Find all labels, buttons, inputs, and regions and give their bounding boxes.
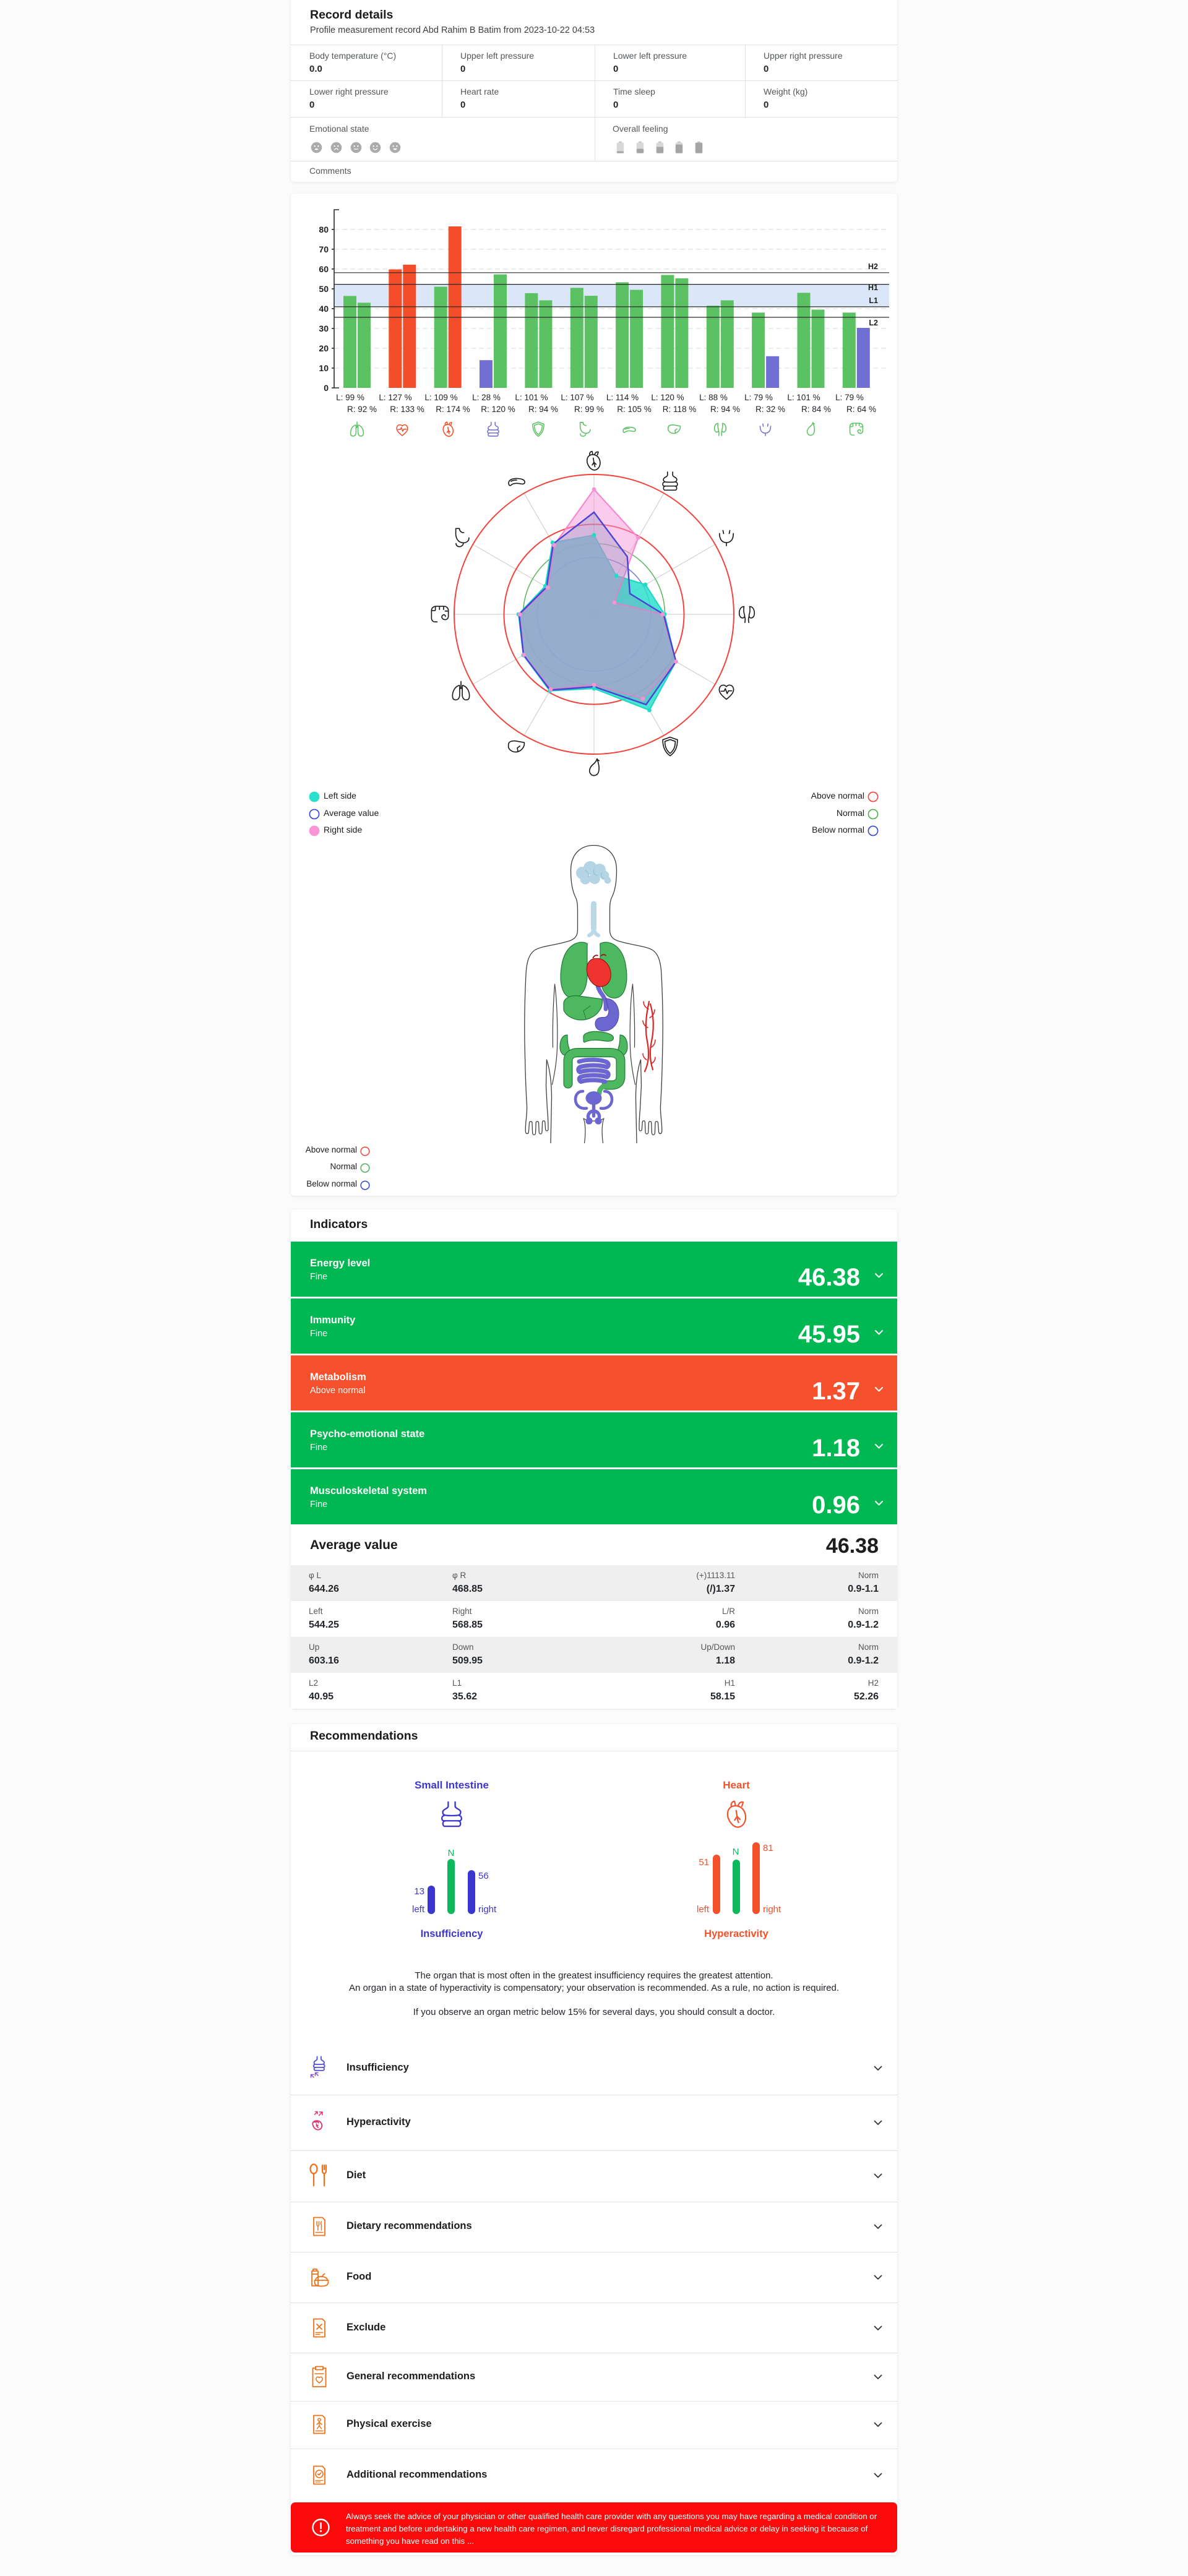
svg-text:50: 50 — [319, 284, 329, 294]
svg-text:70: 70 — [319, 244, 329, 254]
svg-text:20: 20 — [319, 343, 329, 353]
svg-text:80: 80 — [319, 225, 329, 234]
svg-text:0: 0 — [324, 383, 329, 393]
svg-text:H1: H1 — [868, 283, 878, 292]
svg-text:30: 30 — [319, 324, 329, 333]
svg-text:H2: H2 — [868, 262, 878, 271]
svg-text:40: 40 — [319, 304, 329, 314]
svg-text:10: 10 — [319, 363, 329, 373]
svg-text:L2: L2 — [869, 319, 878, 327]
svg-text:60: 60 — [319, 264, 329, 274]
svg-text:L1: L1 — [869, 296, 878, 305]
